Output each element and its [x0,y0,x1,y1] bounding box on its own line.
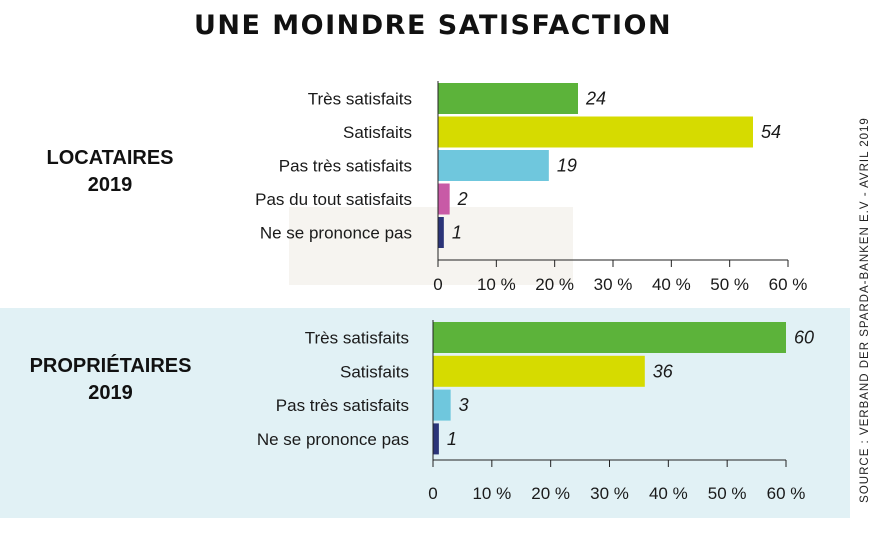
owners-tick-label: 20 % [531,484,570,503]
tenants-group-label: LOCATAIRES 2019 [10,145,210,199]
owners-tick-label: 10 % [472,484,511,503]
owners-tick-label: 40 % [649,484,688,503]
tenants-tick-label: 50 % [710,275,749,294]
tenants-tick-label: 10 % [477,275,516,294]
owners-tick-label: 60 % [767,484,806,503]
tenants-category-label-pas-du-tout-satisfaits: Pas du tout satisfaits [255,190,412,209]
owners-tick-label: 0 [428,484,437,503]
tenants-tick-label: 0 [433,275,442,294]
tenants-value-label-pas-du-tout-satisfaits: 2 [457,189,468,209]
owners-bar-satisfaits [433,355,645,387]
tenants-value-label-ne-se-prononce-pas: 1 [452,223,462,243]
owners-tick-label: 50 % [708,484,747,503]
tenants-value-label-satisfaits: 54 [761,122,781,142]
owners-group-year: 2019 [88,382,133,404]
tenants-tick-label: 20 % [535,275,574,294]
owners-value-label-tres-satisfaits: 60 [794,328,814,348]
tenants-category-label-satisfaits: Satisfaits [343,123,412,142]
tenants-category-label-pas-tres-satisfaits: Pas très satisfaits [279,157,412,176]
tenants-category-label-tres-satisfaits: Très satisfaits [308,90,412,109]
tenants-group-year: 2019 [87,174,133,196]
tenants-value-label-pas-tres-satisfaits: 19 [557,156,577,176]
owners-bar-tres-satisfaits [433,322,786,353]
tenants-bar-tres-satisfaits [438,83,578,114]
tenants-tick-label: 40 % [652,275,691,294]
source-note: SOURCE : VERBAND DER SPARDA-BANKEN E.V -… [857,100,873,520]
tenants-bar-satisfaits [438,116,753,148]
tenants-bar-ne-se-prononce-pas [438,217,444,248]
tenants-category-label-ne-se-prononce-pas: Ne se prononce pas [260,224,412,243]
owners-bar-ne-se-prononce-pas [433,423,439,455]
owners-tick-label: 30 % [590,484,629,503]
chart-title: UNE MOINDRE SATISFACTION [193,10,673,41]
owners-bar-pas-tres-satisfaits [433,389,451,421]
tenants-bar-pas-tres-satisfaits [438,150,549,181]
owners-value-label-satisfaits: 36 [653,361,674,381]
owners-category-label-pas-tres-satisfaits: Pas très satisfaits [276,396,409,415]
owners-category-label-tres-satisfaits: Très satisfaits [305,329,409,348]
tenants-bar-pas-du-tout-satisfaits [438,183,450,215]
owners-value-label-pas-tres-satisfaits: 3 [459,395,469,415]
tenants-group-name: LOCATAIRES [46,147,174,169]
tenants-tick-label: 60 % [769,275,808,294]
tenants-panel-shade [289,207,573,285]
owners-value-label-ne-se-prononce-pas: 1 [447,429,457,449]
owners-category-label-satisfaits: Satisfaits [340,362,409,381]
owners-group-name: PROPRIÉTAIRES [29,355,192,377]
tenants-tick-label: 30 % [594,275,633,294]
owners-group-label: PROPRIÉTAIRES 2019 [8,353,213,407]
tenants-value-label-tres-satisfaits: 24 [585,89,606,109]
owners-category-label-ne-se-prononce-pas: Ne se prononce pas [257,430,409,449]
source-text: SOURCE : VERBAND DER SPARDA-BANKEN E.V -… [859,117,871,503]
